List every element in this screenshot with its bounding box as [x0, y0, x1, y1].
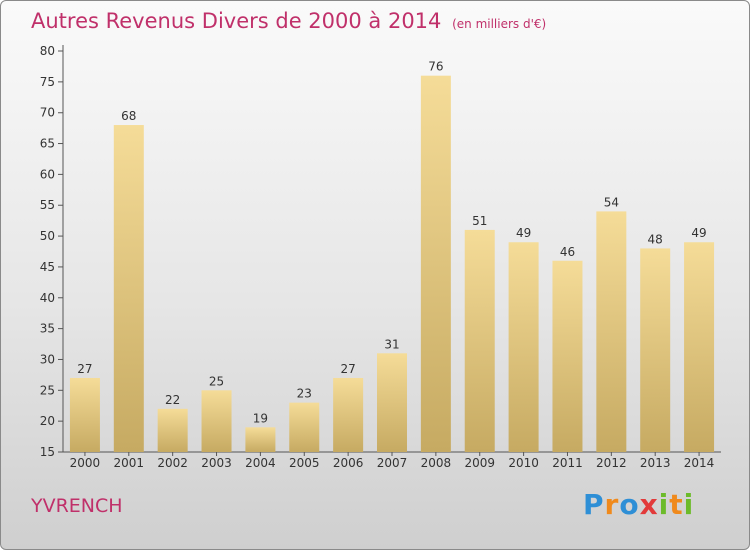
bar-value-label: 49 [516, 226, 531, 240]
x-tick-label: 2014 [684, 456, 715, 470]
bar-value-label: 19 [253, 411, 268, 425]
x-tick-label: 2007 [377, 456, 408, 470]
x-tick-label: 2003 [201, 456, 232, 470]
bar [508, 242, 539, 452]
bar [464, 229, 495, 452]
bar-value-label: 22 [165, 393, 180, 407]
bar [640, 248, 671, 452]
bar-value-label: 76 [428, 60, 443, 74]
x-tick-label: 2004 [245, 456, 276, 470]
bar [157, 408, 188, 452]
bar-value-label: 27 [77, 362, 92, 376]
y-tick-label: 70 [40, 106, 55, 120]
logo-letter: i [658, 488, 670, 521]
bar-value-label: 51 [472, 214, 487, 228]
y-tick-label: 55 [40, 198, 55, 212]
bar [333, 377, 364, 452]
y-tick-label: 80 [40, 44, 55, 58]
y-tick-label: 40 [40, 291, 55, 305]
y-tick-label: 50 [40, 229, 55, 243]
bar-value-label: 25 [209, 374, 224, 388]
y-tick-label: 25 [40, 383, 55, 397]
commune-name: YVRENCH [31, 495, 123, 517]
bar [684, 242, 715, 452]
bar-value-label: 49 [691, 226, 706, 240]
bar [113, 125, 144, 453]
bar [201, 390, 232, 452]
x-tick-label: 2010 [508, 456, 539, 470]
bar-value-label: 48 [648, 232, 663, 246]
y-tick-label: 65 [40, 137, 55, 151]
x-tick-label: 2012 [596, 456, 627, 470]
chart-unit-subtitle: (en milliers d'€) [452, 17, 547, 31]
y-tick-label: 45 [40, 260, 55, 274]
logo-letter: t [669, 488, 684, 521]
bar-value-label: 68 [121, 109, 136, 123]
y-tick-label: 60 [40, 167, 55, 181]
chart-title-text: Autres Revenus Divers de 2000 à 2014 [31, 9, 442, 33]
logo-letter: x [639, 488, 659, 521]
x-tick-label: 2009 [464, 456, 495, 470]
x-tick-label: 2001 [114, 456, 145, 470]
x-tick-label: 2013 [640, 456, 671, 470]
y-tick-label: 75 [40, 75, 55, 89]
y-tick-label: 20 [40, 414, 55, 428]
bar [289, 402, 320, 452]
logo-letter: P [583, 488, 605, 521]
bar [420, 75, 451, 452]
bar [245, 427, 276, 452]
y-tick-label: 30 [40, 352, 55, 366]
bar [552, 260, 583, 452]
bar [596, 211, 627, 452]
logo-letter: o [619, 488, 640, 521]
x-tick-label: 2000 [70, 456, 101, 470]
bar [69, 377, 100, 452]
bar-value-label: 46 [560, 245, 575, 259]
bar-value-label: 23 [297, 387, 312, 401]
bar-value-label: 54 [604, 195, 619, 209]
logo-letter: r [604, 488, 620, 521]
bar [377, 353, 407, 452]
logo-letter: i [683, 488, 695, 521]
y-tick-label: 15 [40, 445, 55, 459]
y-tick-label: 35 [40, 322, 55, 336]
x-tick-label: 2011 [552, 456, 583, 470]
x-tick-label: 2006 [333, 456, 364, 470]
x-tick-label: 2005 [289, 456, 320, 470]
bar-value-label: 31 [384, 337, 399, 351]
x-tick-label: 2008 [421, 456, 452, 470]
bar-value-label: 27 [340, 362, 355, 376]
x-tick-label: 2002 [157, 456, 188, 470]
chart-title: Autres Revenus Divers de 2000 à 2014 (en… [31, 9, 546, 33]
proxiti-logo: Proxiti [583, 488, 694, 521]
